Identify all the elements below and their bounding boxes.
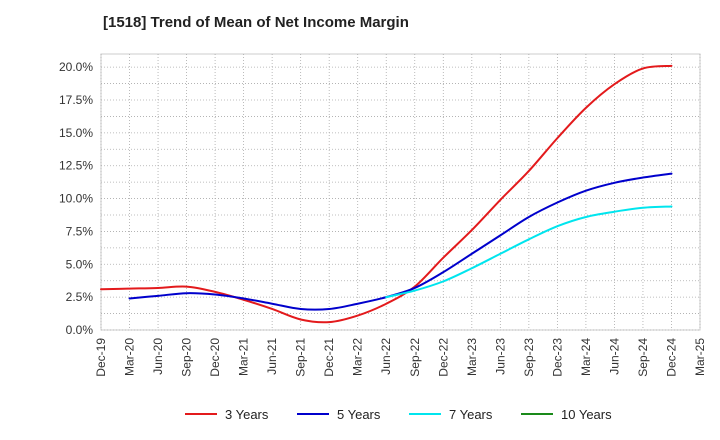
series-line-7-years — [385, 205, 673, 299]
y-tick-label: 15.0% — [59, 126, 93, 140]
y-tick-label: 10.0% — [59, 192, 93, 206]
legend-label-5-years: 5 Years — [337, 407, 381, 422]
legend-label-3-years: 3 Years — [225, 407, 269, 422]
x-tick-label: Sep-22 — [408, 338, 422, 377]
chart-title: [1518] Trend of Mean of Net Income Margi… — [103, 14, 409, 31]
x-tick-label: Dec-19 — [94, 338, 108, 377]
y-tick-label: 0.0% — [66, 323, 94, 337]
x-tick-label: Sep-24 — [636, 338, 650, 377]
x-tick-label: Dec-22 — [436, 338, 450, 377]
series-layer — [100, 64, 673, 324]
x-tick-label: Mar-24 — [579, 338, 593, 376]
x-tick-label: Sep-21 — [294, 338, 308, 377]
y-tick-label: 5.0% — [66, 257, 94, 271]
y-tick-label: 7.5% — [66, 224, 94, 238]
x-tick-label: Jun-22 — [379, 338, 393, 375]
x-tick-label: Dec-21 — [322, 338, 336, 377]
x-tick-label: Mar-21 — [237, 338, 251, 376]
legend: 3 Years 5 Years 7 Years 10 Years — [185, 407, 612, 422]
x-tick-label: Mar-22 — [351, 338, 365, 376]
series-line-3-years — [100, 64, 673, 324]
y-tick-label: 12.5% — [59, 159, 93, 173]
grid-layer — [100, 54, 701, 331]
x-tick-label: Mar-23 — [465, 338, 479, 376]
legend-label-10-years: 10 Years — [561, 407, 612, 422]
plot-area — [100, 53, 701, 331]
x-tick-label: Dec-20 — [208, 338, 222, 377]
x-tick-label: Dec-24 — [664, 338, 678, 377]
x-tick-label: Jun-23 — [493, 338, 507, 375]
x-tick-label: Jun-20 — [151, 338, 165, 375]
x-tick-label: Jun-21 — [265, 338, 279, 375]
legend-label-7-years: 7 Years — [449, 407, 493, 422]
x-axis: Dec-19 Mar-20 Jun-20 Sep-20 Dec-20 Mar-21 Jun-… — [94, 338, 707, 377]
y-tick-label: 20.0% — [59, 60, 93, 74]
x-tick-label: Mar-20 — [123, 338, 137, 376]
x-tick-label: Dec-23 — [550, 338, 564, 377]
y-tick-label: 17.5% — [59, 93, 93, 107]
x-tick-label: Jun-24 — [607, 338, 621, 375]
y-axis: 0.0% 2.5% 5.0% 7.5% 10.0% 12.5% 15.0% 17.5% 20.0… — [59, 60, 93, 337]
x-tick-label: Sep-23 — [522, 338, 536, 377]
x-tick-label: Mar-25 — [693, 338, 707, 376]
x-tick-label: Sep-20 — [180, 338, 194, 377]
y-tick-label: 2.5% — [66, 290, 94, 304]
